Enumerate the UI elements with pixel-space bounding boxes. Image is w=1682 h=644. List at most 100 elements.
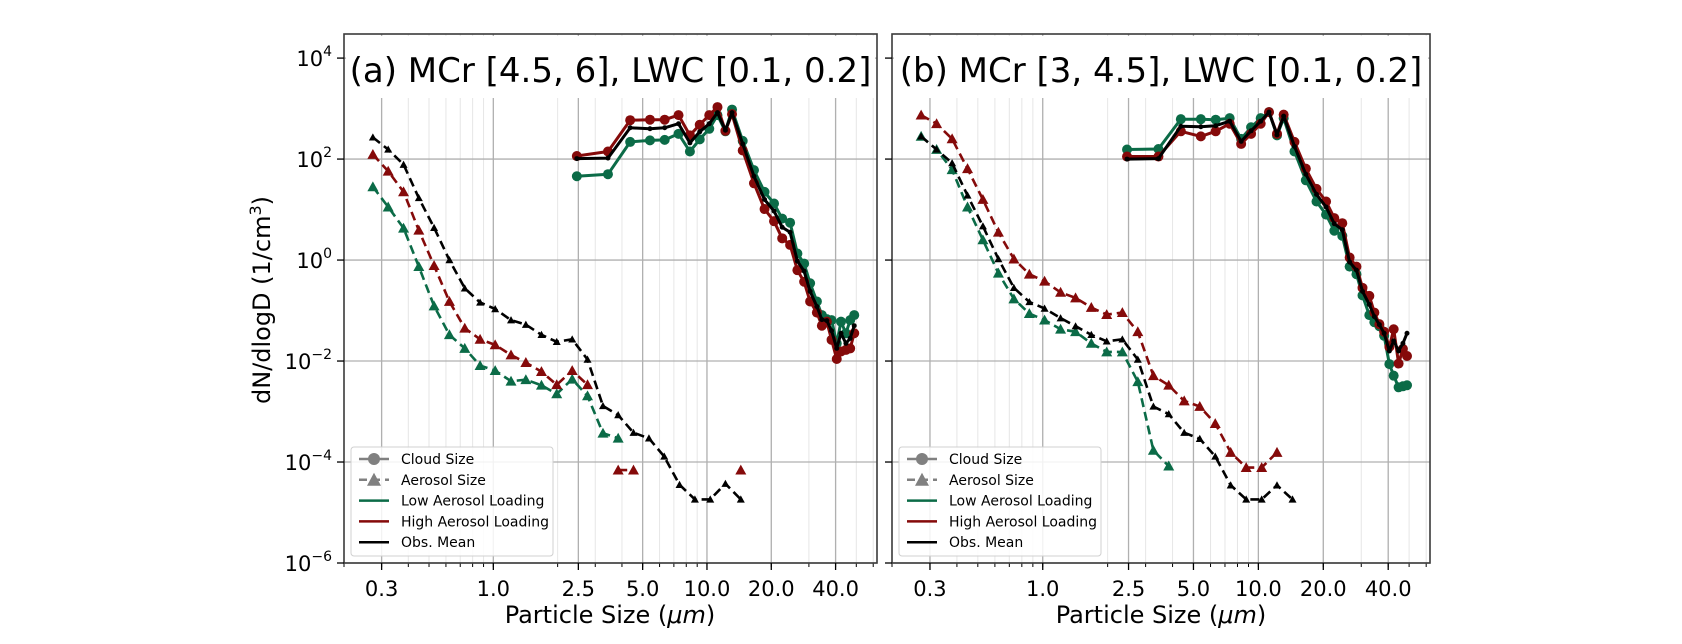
data-point bbox=[1227, 118, 1233, 124]
data-point bbox=[1101, 346, 1113, 357]
data-point bbox=[831, 354, 842, 365]
data-point bbox=[399, 160, 408, 168]
data-point bbox=[629, 428, 638, 436]
data-point bbox=[428, 260, 440, 271]
axes-frame bbox=[891, 33, 1431, 564]
data-point bbox=[1211, 452, 1220, 460]
data-point bbox=[1147, 444, 1159, 455]
data-point bbox=[792, 265, 803, 276]
data-point bbox=[662, 125, 668, 131]
data-point bbox=[1258, 118, 1264, 124]
data-point bbox=[1008, 253, 1020, 264]
x-tick-label: 20.0 bbox=[1300, 577, 1347, 601]
data-point bbox=[460, 284, 469, 292]
x-tick-label: 40.0 bbox=[1365, 577, 1412, 601]
data-point bbox=[1175, 114, 1186, 125]
data-point bbox=[1256, 462, 1268, 472]
x-tick-label: 10.0 bbox=[1235, 577, 1282, 601]
series-aerosol-mean bbox=[917, 132, 1297, 503]
data-point bbox=[582, 390, 594, 401]
data-point bbox=[722, 127, 728, 133]
data-point bbox=[1402, 380, 1413, 391]
data-point bbox=[1009, 283, 1018, 292]
data-point bbox=[521, 320, 530, 328]
data-point bbox=[740, 141, 746, 147]
data-point bbox=[582, 379, 594, 390]
data-point bbox=[807, 288, 813, 294]
data-point bbox=[721, 479, 730, 487]
data-point bbox=[1238, 138, 1244, 144]
series-cloud-high bbox=[571, 102, 860, 365]
data-point bbox=[489, 365, 501, 376]
data-point bbox=[673, 110, 684, 121]
data-point bbox=[1118, 335, 1127, 343]
data-point bbox=[673, 128, 684, 139]
series-line bbox=[371, 186, 619, 440]
data-point bbox=[1055, 286, 1067, 297]
data-point bbox=[568, 335, 577, 343]
data-point bbox=[675, 480, 684, 488]
data-point bbox=[443, 329, 455, 340]
data-point bbox=[598, 401, 607, 410]
axes-frame bbox=[343, 33, 878, 564]
data-point bbox=[687, 140, 693, 146]
series-line bbox=[920, 113, 1278, 469]
title-background bbox=[894, 36, 1428, 98]
data-point bbox=[1055, 323, 1067, 334]
data-point bbox=[915, 109, 927, 120]
data-point bbox=[706, 495, 715, 503]
legend: Cloud Size Aerosol Size Low Aerosol Loadin… bbox=[898, 446, 1102, 557]
data-point bbox=[627, 125, 633, 131]
data-point bbox=[413, 261, 425, 272]
data-point bbox=[845, 343, 856, 354]
data-point bbox=[1388, 324, 1399, 335]
data-point bbox=[571, 171, 582, 182]
data-point bbox=[851, 323, 857, 329]
legend-marker-triangle bbox=[367, 472, 381, 486]
data-point bbox=[644, 434, 653, 442]
data-point bbox=[1008, 293, 1020, 304]
series-aerosol-high bbox=[915, 109, 1283, 472]
x-tick-label: 40.0 bbox=[812, 577, 859, 601]
data-point bbox=[605, 155, 611, 161]
data-point bbox=[1248, 128, 1254, 134]
data-point bbox=[1386, 348, 1392, 354]
data-point bbox=[1391, 338, 1397, 344]
data-point bbox=[1039, 275, 1051, 286]
data-point bbox=[474, 333, 486, 344]
y-tick-label: 100 bbox=[296, 246, 332, 273]
data-point bbox=[1195, 131, 1206, 142]
data-point bbox=[1039, 314, 1051, 325]
data-point bbox=[992, 267, 1004, 278]
panel-a: 0.3 1.0 2.5 5.0 10.0 20.0 40.0 104 102 100 10−2 10−… bbox=[285, 33, 878, 601]
data-point bbox=[520, 357, 532, 367]
data-point bbox=[505, 375, 517, 386]
data-point bbox=[1198, 124, 1204, 130]
data-point bbox=[583, 355, 592, 363]
data-point bbox=[1070, 292, 1082, 303]
series-cloud-mean bbox=[574, 110, 857, 351]
data-point bbox=[1085, 337, 1097, 348]
data-point bbox=[1210, 114, 1221, 125]
legend-label: Low Aerosol Loading bbox=[949, 494, 1092, 510]
data-point bbox=[946, 133, 958, 144]
legend-label: High Aerosol Loading bbox=[401, 514, 549, 530]
data-point bbox=[1360, 288, 1366, 294]
data-point bbox=[932, 145, 941, 153]
data-point bbox=[489, 339, 501, 350]
data-point bbox=[574, 156, 580, 162]
data-point bbox=[1210, 126, 1221, 137]
data-point bbox=[1102, 337, 1111, 345]
data-point bbox=[694, 134, 705, 145]
y-tick-label: 102 bbox=[296, 145, 332, 172]
legend-box bbox=[898, 446, 1102, 557]
data-point bbox=[759, 204, 770, 215]
panel-title: (b) MCr [3, 4.5], LWC [0.1, 0.2] bbox=[900, 51, 1423, 91]
data-point bbox=[1329, 225, 1340, 236]
data-point bbox=[819, 317, 825, 323]
title-background bbox=[346, 36, 875, 98]
data-point bbox=[382, 201, 394, 212]
data-point bbox=[962, 163, 974, 174]
data-point bbox=[835, 316, 846, 327]
data-point bbox=[849, 310, 860, 321]
